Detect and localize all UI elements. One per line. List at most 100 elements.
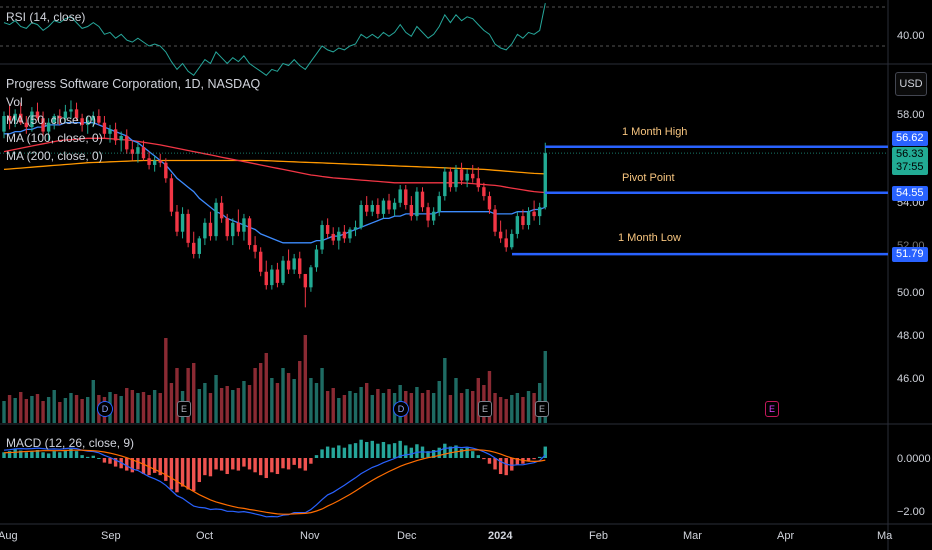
volume-bar — [298, 361, 302, 423]
candle-body — [487, 196, 492, 210]
macd-histogram-bar — [532, 458, 536, 460]
volume-bar — [526, 391, 531, 423]
volume-bar — [74, 395, 79, 423]
rsi-axis-tick: 40.00 — [897, 30, 925, 42]
macd-histogram-bar — [482, 458, 486, 460]
volume-bar — [309, 378, 313, 423]
volume-bar — [465, 389, 469, 423]
macd-histogram-bar — [370, 440, 374, 458]
volume-bar — [30, 396, 34, 423]
volume-bar — [175, 368, 179, 423]
candle-body — [152, 160, 157, 165]
level-tag-pivot: 54.55 — [892, 186, 928, 201]
candle-body — [264, 271, 268, 286]
macd-histogram-bar — [314, 455, 319, 458]
ma200-legend[interactable]: MA (200, close, 0) — [6, 149, 103, 163]
volume-bar — [13, 398, 17, 423]
macd-histogram-bar — [2, 452, 6, 458]
candle-body — [292, 258, 296, 270]
volume-bar — [487, 371, 492, 423]
candle-body — [454, 169, 458, 188]
time-tick: Dec — [397, 530, 417, 542]
macd-histogram-bar — [398, 440, 402, 458]
candle-body — [2, 116, 6, 132]
macd-histogram-bar — [247, 458, 252, 470]
candle-body — [253, 245, 257, 252]
candle-body — [331, 233, 335, 241]
volume-bar — [242, 381, 246, 423]
macd-histogram-bar — [102, 458, 107, 463]
candle-body — [398, 189, 402, 203]
dividend-marker[interactable]: D — [393, 401, 409, 417]
macd-histogram-bar — [537, 456, 542, 458]
candle-body — [197, 238, 201, 254]
earnings-marker[interactable]: E — [535, 401, 549, 417]
candle-body — [325, 225, 330, 234]
macd-histogram-bar — [303, 458, 308, 471]
ma200-line — [3, 159, 546, 175]
ma50-line — [4, 122, 546, 244]
candle-body — [387, 200, 391, 210]
macd-histogram-bar — [236, 458, 241, 471]
candle-body — [298, 258, 302, 274]
candle-body — [180, 213, 185, 232]
earnings-marker[interactable]: E — [478, 401, 492, 417]
volume-bar — [203, 383, 207, 423]
volume-bar — [476, 378, 480, 423]
volume-bar — [510, 395, 514, 423]
macd-line — [3, 446, 546, 518]
macd-histogram-bar — [498, 458, 503, 475]
macd-histogram-bar — [465, 447, 469, 458]
candle-body — [515, 216, 520, 234]
candle-body — [91, 116, 95, 121]
macd-histogram-bar — [476, 455, 480, 458]
macd-histogram-bar — [58, 452, 62, 458]
volume-bar — [365, 383, 369, 423]
volume-bar — [320, 368, 324, 423]
symbol-title[interactable]: Progress Software Corporation, 1D, NASDA… — [6, 77, 261, 91]
volume-bar — [2, 401, 6, 423]
macd-histogram-bar — [381, 441, 386, 458]
macd-histogram-bar — [392, 443, 397, 458]
ma100-legend[interactable]: MA (100, close, 0) — [6, 131, 103, 145]
volume-bar — [443, 358, 447, 423]
macd-histogram-bar — [309, 458, 313, 464]
earnings-marker-upcoming[interactable]: E — [765, 401, 779, 417]
macd-histogram-bar — [164, 458, 168, 481]
macd-histogram-bar — [125, 458, 129, 471]
macd-histogram-bar — [46, 453, 51, 458]
volume-legend[interactable]: Vol — [6, 95, 23, 109]
candle-body — [320, 225, 324, 250]
macd-histogram-bar — [192, 458, 196, 492]
candle-body — [493, 209, 497, 232]
volume-bar — [80, 399, 84, 423]
time-tick: Sep — [101, 530, 121, 542]
candle-body — [52, 116, 56, 123]
candle-body — [275, 269, 280, 283]
candle-body — [526, 211, 531, 226]
ma50-legend[interactable]: MA (50, close, 0) — [6, 113, 97, 127]
macd-histogram-bar — [113, 458, 118, 467]
volume-bar — [275, 383, 280, 423]
candle-body — [471, 173, 475, 179]
candle-body — [247, 218, 252, 246]
volume-bar — [303, 335, 308, 423]
volume-bar — [19, 392, 23, 423]
volume-bar — [63, 398, 68, 423]
macd-histogram-bar — [225, 458, 229, 475]
volume-bar — [270, 378, 274, 423]
time-tick: Aug — [0, 530, 18, 542]
volume-bar — [136, 393, 140, 423]
dividend-marker[interactable]: D — [97, 401, 113, 417]
macd-histogram-bar — [426, 451, 430, 458]
macd-histogram-bar — [136, 458, 140, 470]
volume-bar — [214, 375, 218, 423]
volume-bar — [498, 397, 503, 423]
volume-bar — [58, 402, 62, 423]
macd-histogram-bar — [359, 439, 363, 458]
currency-button[interactable]: USD — [895, 72, 927, 96]
candle-body — [169, 178, 174, 212]
candle-body — [337, 231, 341, 241]
earnings-marker[interactable]: E — [177, 401, 191, 417]
macd-histogram-bar — [258, 458, 263, 476]
